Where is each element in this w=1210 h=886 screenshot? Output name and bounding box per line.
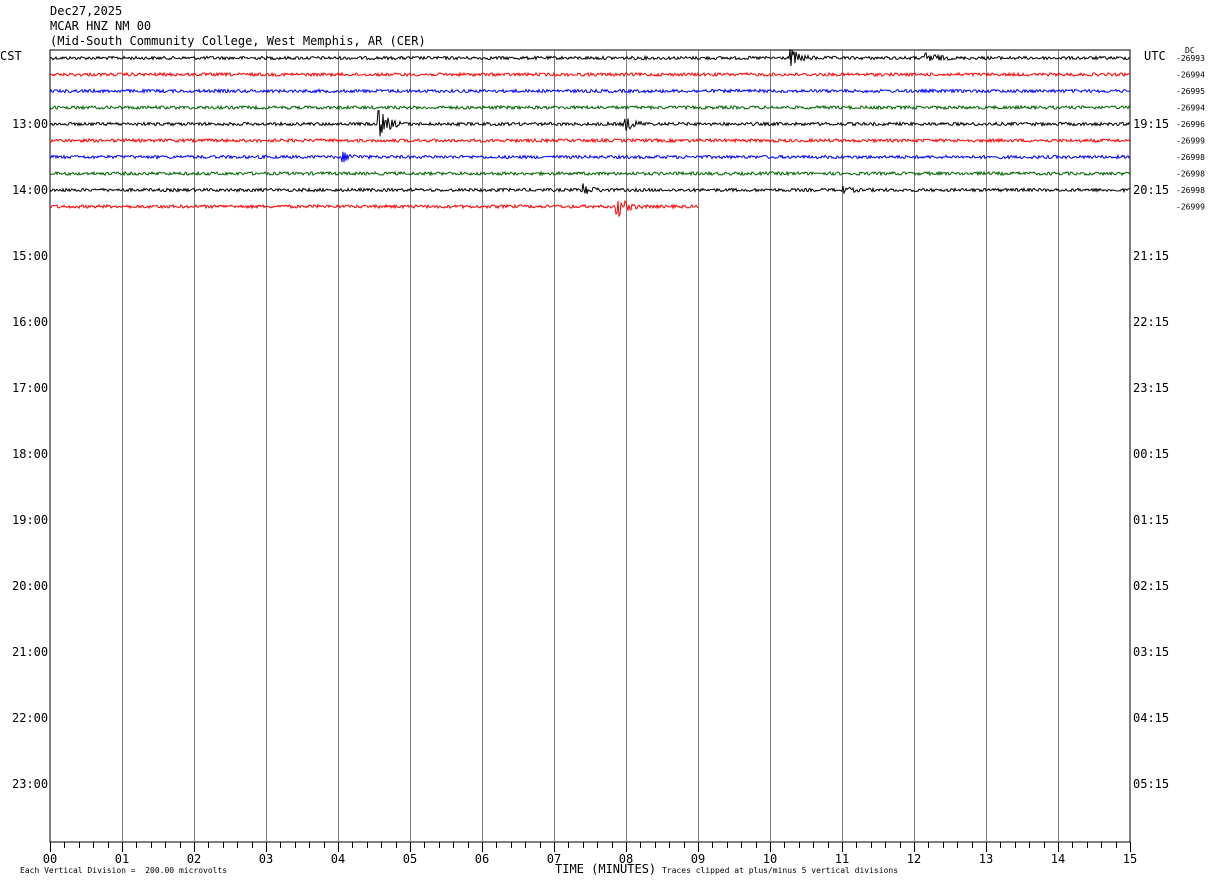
- right-hour-label: 19:15: [1133, 117, 1169, 131]
- dc-offset-label: -26998: [1176, 186, 1205, 195]
- right-hour-label: 00:15: [1133, 447, 1169, 461]
- left-hour-label: 20:00: [12, 579, 48, 593]
- left-hour-label: 15:00: [12, 249, 48, 263]
- x-tick-label: 00: [43, 852, 57, 866]
- right-hour-label: 02:15: [1133, 579, 1169, 593]
- header-location: (Mid-South Community College, West Memph…: [50, 34, 426, 48]
- dc-label: DC: [1185, 46, 1195, 55]
- x-tick-label: 02: [187, 852, 201, 866]
- x-tick-label: 14: [1051, 852, 1065, 866]
- trace-row: [49, 109, 1131, 137]
- dc-offset-label: -26994: [1176, 71, 1205, 80]
- left-hour-label: 16:00: [12, 315, 48, 329]
- left-axis-label: CST: [0, 49, 22, 63]
- x-tick-label: 13: [979, 852, 993, 866]
- right-hour-label: 23:15: [1133, 381, 1169, 395]
- right-hour-label: 03:15: [1133, 645, 1169, 659]
- trace-row: [49, 49, 1131, 67]
- dc-offset-label: -26998: [1176, 153, 1205, 162]
- label-layer: 00 01 02 03 04 05 06 07 08 09 10 11 12 13 14 15 13:00 14:…: [12, 54, 1205, 866]
- x-tick-label: 15: [1123, 852, 1137, 866]
- dc-offset-label: -26998: [1176, 170, 1205, 179]
- plot-frame: [49, 49, 1131, 843]
- right-hour-label: 04:15: [1133, 711, 1169, 725]
- trace-row: [49, 87, 1131, 95]
- left-hour-label: 14:00: [12, 183, 48, 197]
- x-tick-label: 10: [763, 852, 777, 866]
- right-hour-label: 05:15: [1133, 777, 1169, 791]
- trace-row: [49, 183, 1130, 195]
- x-tick-label: 08: [619, 852, 633, 866]
- x-tick-label: 11: [835, 852, 849, 866]
- right-hour-label: 21:15: [1133, 249, 1169, 263]
- trace-layer: [49, 49, 1131, 218]
- x-tick-label: 09: [691, 852, 705, 866]
- x-tick-label: 05: [403, 852, 417, 866]
- left-hour-label: 22:00: [12, 711, 48, 725]
- trace-row: [49, 71, 1131, 78]
- clip-note: Traces clipped at plus/minus 5 vertical …: [662, 866, 899, 875]
- left-hour-label: 13:00: [12, 117, 48, 131]
- right-axis-label: UTC: [1144, 49, 1166, 63]
- header-date: Dec27,2025: [50, 4, 123, 18]
- left-hour-label: 18:00: [12, 447, 48, 461]
- dc-offset-label: -26999: [1176, 203, 1205, 212]
- dc-offset-label: -26994: [1176, 104, 1205, 113]
- right-hour-label: 01:15: [1133, 513, 1169, 527]
- scale-note: Each Vertical Division = 200.00 microvol…: [20, 866, 228, 875]
- grid-layer: [49, 49, 1131, 852]
- x-tick-label: 06: [475, 852, 489, 866]
- trace-row: [49, 137, 1131, 144]
- trace-row: [49, 199, 699, 218]
- trace-row: [49, 104, 1131, 111]
- left-hour-label: 17:00: [12, 381, 48, 395]
- x-tick-label: 01: [115, 852, 129, 866]
- x-tick-label: 12: [907, 852, 921, 866]
- dc-offset-label: -26999: [1176, 137, 1205, 146]
- x-tick-label: 07: [547, 852, 561, 866]
- right-hour-label: 20:15: [1133, 183, 1169, 197]
- left-hour-label: 23:00: [12, 777, 48, 791]
- dc-offset-label: -26993: [1176, 54, 1205, 63]
- x-tick-label: 03: [259, 852, 273, 866]
- trace-row: [49, 151, 1131, 163]
- left-hour-label: 21:00: [12, 645, 48, 659]
- x-axis-title: TIME (MINUTES): [555, 862, 657, 876]
- left-hour-label: 19:00: [12, 513, 48, 527]
- header-station: MCAR HNZ NM 00: [50, 19, 152, 33]
- trace-row: [49, 170, 1131, 177]
- dc-offset-label: -26995: [1176, 87, 1205, 96]
- right-hour-label: 22:15: [1133, 315, 1169, 329]
- x-tick-label: 04: [331, 852, 345, 866]
- dc-offset-label: -26996: [1176, 120, 1205, 129]
